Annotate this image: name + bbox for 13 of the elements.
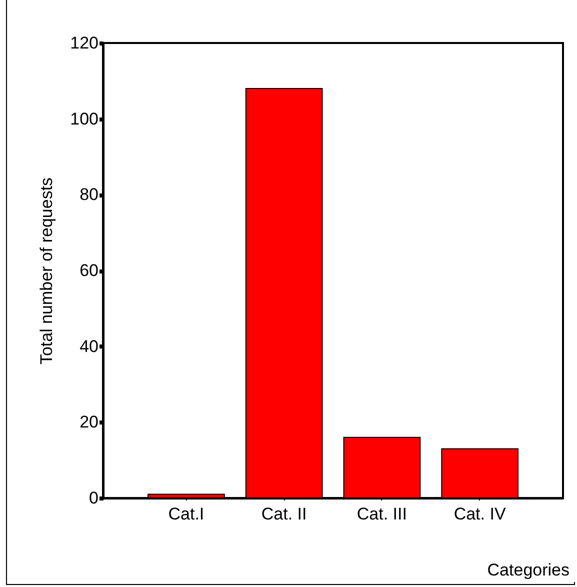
y-tick-label: 60 xyxy=(80,261,98,280)
y-tick-label: 40 xyxy=(80,336,98,356)
x-tick-label: Cat. III xyxy=(356,504,407,524)
y-tick-label: 120 xyxy=(70,34,98,52)
x-tick-label: Cat. IV xyxy=(454,504,506,524)
x-axis-title: Categories xyxy=(487,560,570,580)
y-axis-title: Total number of requests xyxy=(37,177,56,365)
y-tick-label: 0 xyxy=(89,488,98,508)
y-tick-label: 20 xyxy=(80,412,98,432)
x-tick-label: Cat.I xyxy=(168,504,204,524)
y-tick-label: 100 xyxy=(70,109,98,128)
y-tick-label: 80 xyxy=(80,185,98,204)
x-tick-label: Cat. II xyxy=(261,504,307,524)
